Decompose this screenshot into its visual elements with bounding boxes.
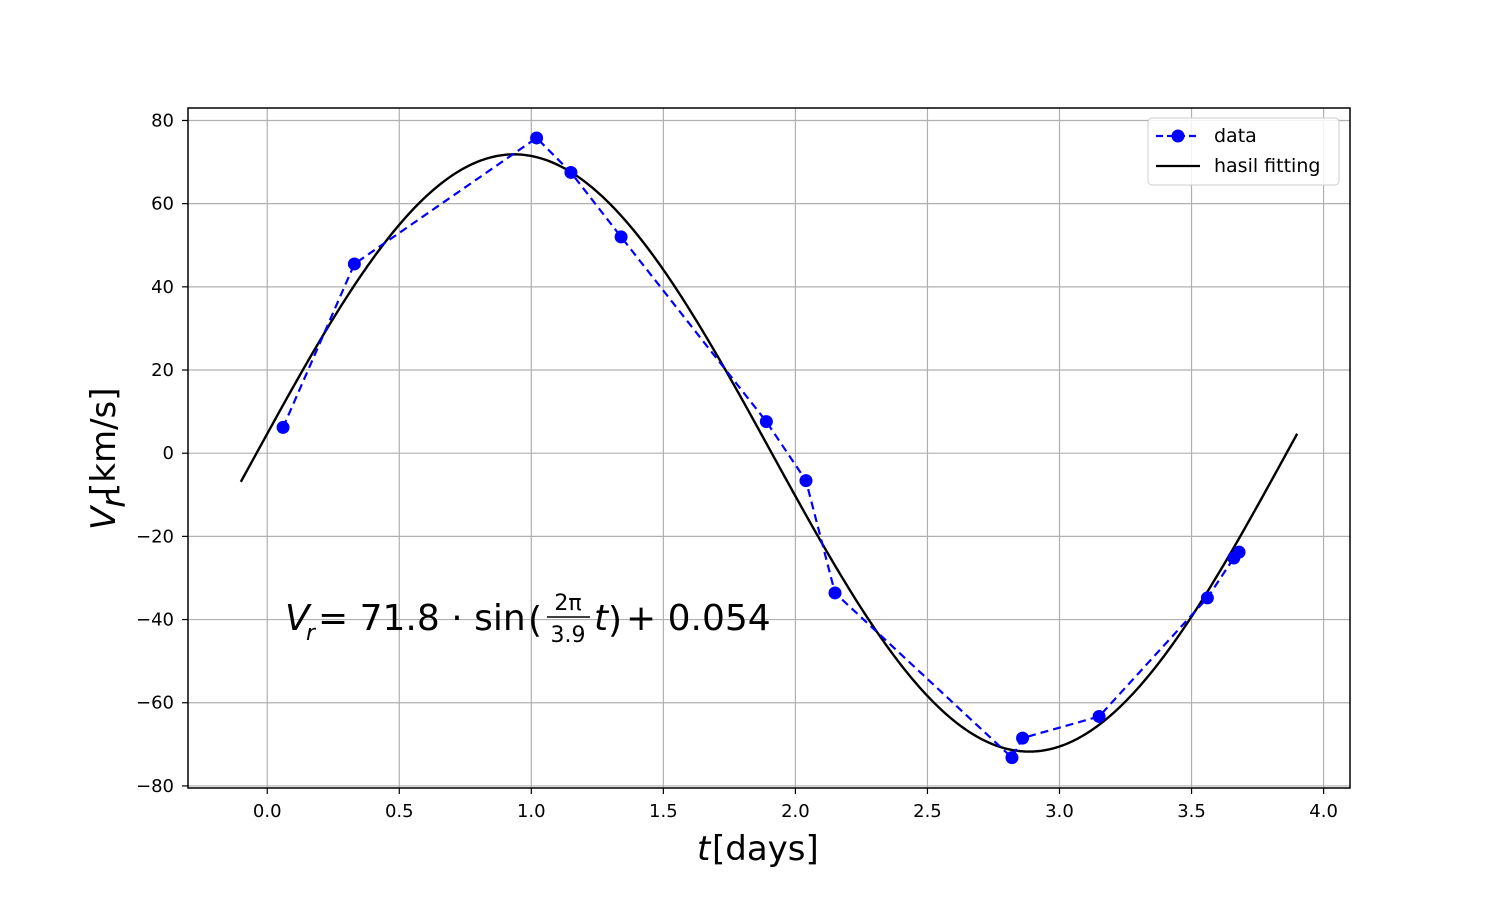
x-tick-label: 2.0 bbox=[781, 801, 810, 822]
equation-frac-num: 2π bbox=[554, 591, 581, 616]
x-tick-label: 3.5 bbox=[1177, 801, 1206, 822]
equation-lhs-var: V bbox=[285, 598, 312, 639]
x-axis-label-var: t bbox=[697, 829, 712, 869]
y-tick-label: −80 bbox=[136, 776, 174, 797]
y-axis-label: V r [km/s] bbox=[84, 387, 134, 530]
equation-body: = 71.8 · sin bbox=[318, 598, 526, 639]
equation-paren-close: ) bbox=[608, 600, 622, 641]
y-tick-label: −40 bbox=[136, 610, 174, 631]
legend-data-marker bbox=[1171, 129, 1185, 143]
y-tick-label: 60 bbox=[151, 194, 174, 215]
equation-t: t bbox=[594, 598, 610, 639]
x-tick-label: 3.0 bbox=[1045, 801, 1074, 822]
data-point bbox=[1200, 591, 1214, 605]
y-axis-label-unit: [km/s] bbox=[84, 387, 124, 496]
x-axis-label-unit: [days] bbox=[712, 829, 819, 869]
x-tick-label: 1.0 bbox=[517, 801, 546, 822]
legend-box bbox=[1147, 117, 1340, 186]
x-axis-ticks: 0.0 0.5 1.0 1.5 2.0 2.5 3.0 3.5 4.0 bbox=[253, 788, 1338, 822]
data-point bbox=[276, 420, 290, 434]
y-axis-label-sub: r bbox=[94, 492, 134, 508]
data-point bbox=[564, 165, 578, 179]
y-tick-label: −60 bbox=[136, 693, 174, 714]
data-point bbox=[1232, 545, 1246, 559]
fit-equation: V r = 71.8 · sin ( 2π 3.9 t ) + 0.054 bbox=[285, 591, 771, 648]
y-tick-label: 0 bbox=[163, 443, 174, 464]
equation-frac-den: 3.9 bbox=[551, 623, 586, 648]
data-line bbox=[282, 136, 1240, 760]
grid bbox=[188, 108, 1350, 788]
data-point bbox=[759, 415, 773, 429]
x-tick-label: 1.5 bbox=[649, 801, 678, 822]
y-tick-label: 40 bbox=[151, 277, 174, 298]
y-tick-label: −20 bbox=[136, 526, 174, 547]
y-tick-label: 20 bbox=[151, 360, 174, 381]
fit-curve bbox=[239, 153, 1299, 753]
legend-data-label: data bbox=[1214, 125, 1257, 147]
data-point bbox=[347, 257, 361, 271]
data-point bbox=[1092, 709, 1106, 723]
y-axis-ticks: −80 −60 −40 −20 0 20 40 60 80 bbox=[136, 110, 188, 797]
y-tick-label: 80 bbox=[151, 110, 174, 131]
legend: data hasil fitting bbox=[1147, 117, 1340, 186]
data-point bbox=[1005, 751, 1019, 765]
data-point bbox=[799, 474, 813, 488]
data-point bbox=[1016, 731, 1030, 745]
x-tick-label: 0.5 bbox=[385, 801, 414, 822]
equation-lhs-sub: r bbox=[306, 621, 317, 646]
legend-fit-label: hasil fitting bbox=[1214, 155, 1320, 177]
equation-paren-open: ( bbox=[528, 600, 542, 641]
x-tick-label: 2.5 bbox=[913, 801, 942, 822]
x-tick-label: 0.0 bbox=[253, 801, 282, 822]
x-axis-label: t [days] bbox=[697, 829, 819, 869]
plot-series bbox=[239, 131, 1299, 765]
equation-tail: + 0.054 bbox=[626, 598, 771, 639]
x-tick-label: 4.0 bbox=[1309, 801, 1338, 822]
data-point bbox=[614, 230, 628, 244]
data-point bbox=[530, 131, 544, 145]
data-point bbox=[828, 586, 842, 600]
plot-frame bbox=[187, 107, 1351, 789]
y-axis-label-var: V bbox=[84, 504, 124, 530]
